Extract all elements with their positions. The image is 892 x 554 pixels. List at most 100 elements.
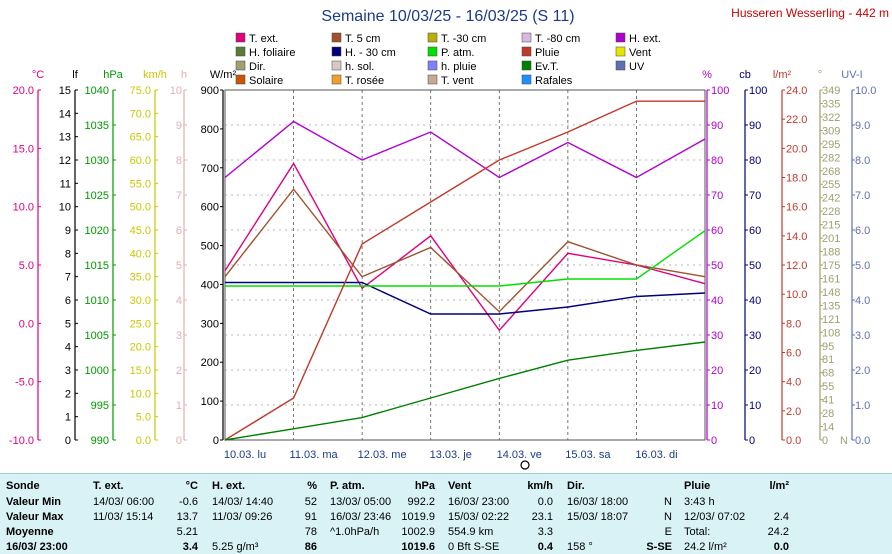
stats-cell-value: 0.4 [537, 541, 553, 553]
chart-axes: °C20.015.010.05.00.0-5.0-10.0lf151413121… [9, 69, 877, 447]
series-line [225, 281, 706, 315]
stats-header-sonde: Sonde [6, 480, 40, 492]
humidity-axis-tick-label: 60 [711, 225, 723, 237]
direction-axis-tick-label: 121 [822, 314, 840, 326]
wind-axis-tick-label: 60.0 [130, 155, 151, 167]
direction-axis-tick-label: 81 [822, 354, 834, 366]
rain-axis-tick-label: 22.0 [786, 114, 807, 126]
stats-cell-detail: 13/03/ 05:00 [330, 496, 392, 508]
direction-axis-tick-label: 322 [822, 112, 840, 124]
hours-axis-tick-label: 1 [176, 400, 182, 412]
rain-axis-tick-label: 6.0 [786, 348, 801, 360]
tension-axis-tick-label: 80 [749, 155, 761, 167]
wind-axis-tick-label: 30.0 [130, 295, 151, 307]
rain-axis-tick-label: 0.0 [786, 435, 801, 447]
chart-title: Semaine 10/03/25 - 16/03/25 (S 11) [321, 8, 574, 25]
direction-axis-tick-label: 349 [822, 85, 840, 97]
chart-legend: T. ext. T. 5 cm T. -30 cm T. -80 cm H. ext. H… [235, 32, 661, 87]
lf-axis-tick-label: 10 [59, 202, 71, 214]
pressure-axis-tick-label: 1040 [85, 85, 109, 97]
direction-axis-unit: ° [818, 69, 822, 81]
stats-cell-detail: 11/03/ 09:26 [212, 511, 273, 523]
legend-swatch [427, 32, 438, 43]
direction-axis-tick-label: 215 [822, 220, 840, 232]
stats-group-title: H. ext. [212, 480, 246, 492]
solar-axis-tick-label: 0 [213, 435, 219, 447]
legend-label: Vent [629, 47, 651, 59]
stats-row-label: Valeur Max [6, 511, 64, 523]
stats-group-title: Pluie [684, 480, 711, 492]
station-label: Husseren Wesserling - 442 m [731, 6, 889, 20]
wind-axis-tick-label: 35.0 [130, 272, 151, 284]
direction-axis-tick-label: 161 [822, 273, 840, 285]
legend-label: Ev.T. [535, 61, 559, 73]
wind-axis-tick-label: 65.0 [130, 132, 151, 144]
solar-axis-tick-label: 400 [201, 279, 219, 291]
wind-axis-unit: km/h [143, 69, 167, 81]
direction-axis-tick-label: 148 [822, 287, 840, 299]
direction-axis-tick-label: 309 [822, 125, 840, 137]
legend-label: h. pluie [441, 61, 476, 73]
temp-axis-unit: °C [32, 69, 44, 81]
solar-axis-tick-label: 300 [201, 318, 219, 330]
legend-label: Rafales [535, 75, 573, 87]
hours-axis-tick-label: 7 [176, 190, 182, 202]
legend-label: T. -30 cm [441, 33, 486, 45]
stats-cell-value: 2.4 [773, 511, 789, 523]
direction-axis-tick-label: 135 [822, 300, 840, 312]
day-label: 13.03. je [430, 449, 472, 461]
rain-axis-tick-label: 8.0 [786, 318, 801, 330]
wind-axis-tick-label: 15.0 [130, 365, 151, 377]
series-line [224, 341, 706, 441]
solar-axis-tick-label: 800 [201, 124, 219, 136]
humidity-axis-tick-label: 80 [711, 155, 723, 167]
legend-label: T. -80 cm [535, 33, 580, 45]
legend-label: Pluie [535, 47, 559, 59]
direction-axis-tick-label: 14 [822, 422, 834, 434]
solar-axis-tick-label: 700 [201, 163, 219, 175]
hours-axis-tick-label: 4 [176, 295, 182, 307]
pressure-axis-tick-label: 995 [91, 400, 109, 412]
stats-cell-detail: 0 Bft S-SE [448, 541, 500, 553]
lf-axis-tick-label: 13 [59, 132, 71, 144]
direction-axis-tick-label: 108 [822, 327, 840, 339]
series-line [224, 120, 706, 179]
stats-cell-value: 24.2 [767, 526, 789, 538]
humidity-axis-tick-label: 50 [711, 260, 723, 272]
stats-cell-value: 1002.9 [401, 526, 435, 538]
lf-axis-tick-label: 11 [60, 178, 71, 190]
direction-axis-tick-label: 28 [822, 408, 834, 420]
direction-axis-tick-label: 201 [822, 233, 840, 245]
legend-swatch [235, 32, 246, 43]
direction-axis-tick-label: 295 [822, 139, 840, 151]
stats-cell-value: 0.0 [537, 496, 553, 508]
stats-row-label: 16/03/ 23:00 [6, 541, 68, 553]
day-label: 11.03. ma [290, 449, 339, 461]
lf-axis-tick-label: 9 [65, 225, 71, 237]
lf-axis-tick-label: 7 [65, 272, 71, 284]
lf-axis-tick-label: 2 [65, 388, 71, 400]
hours-axis-tick-label: 5 [176, 260, 182, 272]
legend-label: T. rosée [345, 75, 384, 87]
temp-axis-tick-label: -5.0 [15, 377, 34, 389]
legend-label: H. ext. [629, 33, 661, 45]
day-label: 12.03. me [358, 449, 407, 461]
direction-axis-tick-label: 55 [822, 381, 834, 393]
legend-swatch [615, 60, 626, 71]
tension-axis-tick-label: 70 [749, 190, 761, 202]
direction-axis-tick-label: 68 [822, 368, 834, 380]
pressure-axis-tick-label: 1005 [85, 330, 109, 342]
humidity-axis-tick-label: 10 [711, 400, 723, 412]
stats-cell-detail: 15/03/ 18:07 [567, 511, 629, 523]
tension-axis-tick-label: 100 [749, 85, 767, 97]
lf-axis-tick-label: 5 [65, 318, 71, 330]
tension-axis-tick-label: 60 [749, 225, 761, 237]
legend-label: UV [629, 61, 645, 73]
uv-axis-tick-label: 5.0 [855, 260, 870, 272]
direction-axis-tick-label: 242 [822, 193, 840, 205]
uv-axis-tick-label: 9.0 [855, 120, 870, 132]
direction-axis-tick-label: 0 [822, 435, 828, 447]
wind-axis-tick-label: 70.0 [130, 108, 151, 120]
stats-cell-value: N [664, 496, 672, 508]
lf-axis-tick-label: 8 [65, 248, 71, 260]
